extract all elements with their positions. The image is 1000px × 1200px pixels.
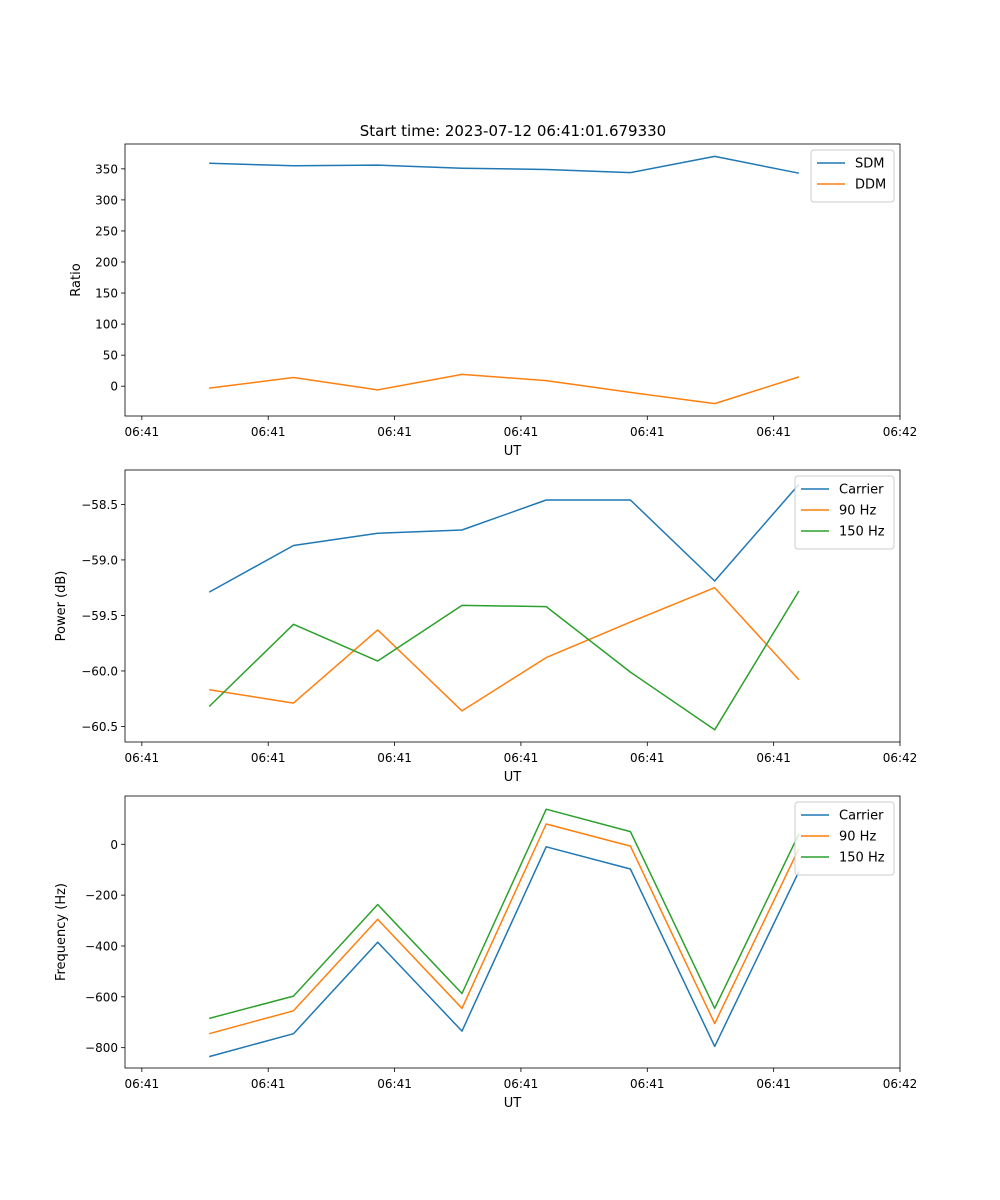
y-tick-label: 0 — [110, 838, 118, 852]
series-line-90-hz — [209, 823, 800, 1035]
legend-label: 90 Hz — [839, 504, 876, 519]
x-tick-label: 06:41 — [630, 1077, 665, 1091]
y-tick-label: 300 — [95, 193, 118, 207]
x-tick-label: 06:42 — [883, 1077, 918, 1091]
legend: Carrier 90 Hz 150 Hz — [794, 475, 895, 550]
series-line-90-hz — [209, 586, 800, 712]
series-line-carrier — [209, 846, 800, 1058]
x-tick-label: 06:41 — [251, 1077, 286, 1091]
y-tick-label: −60.0 — [81, 664, 118, 678]
y-axis-label: Power (dB) — [54, 571, 69, 642]
x-tick-label: 06:41 — [756, 751, 791, 765]
x-tick-label: 06:41 — [125, 751, 160, 765]
axes-frame — [124, 143, 901, 417]
x-tick-label: 06:41 — [377, 425, 412, 439]
x-tick-label: 06:41 — [377, 751, 412, 765]
x-tick-label: 06:42 — [883, 751, 918, 765]
y-tick-label: 50 — [103, 349, 118, 363]
legend-label: 150 Hz — [839, 525, 885, 540]
x-tick-label: 06:41 — [756, 425, 791, 439]
x-tick-label: 06:41 — [377, 1077, 412, 1091]
x-tick-label: 06:41 — [251, 751, 286, 765]
y-axis-label: Ratio — [69, 263, 84, 296]
series-line-carrier — [208, 483, 800, 593]
x-tick-label: 06:41 — [125, 1077, 160, 1091]
y-tick-label: −59.5 — [81, 609, 118, 623]
y-axis-label: Frequency (Hz) — [54, 883, 69, 981]
x-axis-label: UT — [504, 444, 522, 459]
y-tick-label: −400 — [85, 939, 118, 953]
y-tick-label: −600 — [85, 990, 118, 1004]
legend-label: Carrier — [839, 483, 884, 498]
x-tick-label: 06:41 — [756, 1077, 791, 1091]
x-axis-label: UT — [504, 770, 522, 785]
series-line-ddm — [209, 373, 800, 405]
y-tick-label: −60.5 — [81, 720, 118, 734]
legend-label: 150 Hz — [839, 851, 885, 866]
x-tick-label: 06:41 — [504, 751, 539, 765]
x-tick-label: 06:41 — [251, 425, 286, 439]
x-tick-label: 06:41 — [125, 425, 160, 439]
series-line-150-hz — [209, 808, 800, 1020]
y-tick-label: −58.5 — [81, 498, 118, 512]
x-tick-label: 06:41 — [504, 425, 539, 439]
x-axis-label: UT — [504, 1096, 522, 1111]
legend: SDM DDM — [810, 149, 895, 203]
legend-label: 90 Hz — [839, 830, 876, 845]
y-tick-label: −800 — [85, 1041, 118, 1055]
y-tick-label: 150 — [95, 287, 118, 301]
legend-label: DDM — [855, 178, 886, 193]
x-tick-label: 06:41 — [630, 751, 665, 765]
x-tick-label: 06:41 — [630, 425, 665, 439]
legend-label: Carrier — [839, 809, 884, 824]
y-tick-label: 250 — [95, 224, 118, 238]
figure-title: Start time: 2023-07-12 06:41:01.679330 — [360, 122, 666, 140]
y-tick-label: −200 — [85, 889, 118, 903]
axes-frame — [124, 469, 901, 743]
chart-panel-2: 06:41 06:41 06:41 06:41 06:41 06:41 06:42 −60.5… — [54, 469, 918, 785]
y-tick-label: 0 — [110, 380, 118, 394]
chart-panel-3: 06:41 06:41 06:41 06:41 06:41 06:41 06:42 −800 −… — [54, 795, 918, 1111]
series-line-sdm — [209, 155, 800, 174]
legend-label: SDM — [855, 157, 884, 172]
y-tick-label: 100 — [95, 318, 118, 332]
x-tick-label: 06:42 — [883, 425, 918, 439]
x-tick-label: 06:41 — [504, 1077, 539, 1091]
chart-panel-1: 06:41 06:41 06:41 06:41 06:41 06:41 06:42 0 50 10… — [69, 143, 918, 459]
y-tick-label: 350 — [95, 162, 118, 176]
legend: Carrier 90 Hz 150 Hz — [794, 801, 895, 876]
axes-frame — [124, 795, 901, 1069]
y-tick-label: −59.0 — [81, 553, 118, 567]
series-line-150-hz — [208, 590, 800, 731]
y-tick-label: 200 — [95, 255, 118, 269]
